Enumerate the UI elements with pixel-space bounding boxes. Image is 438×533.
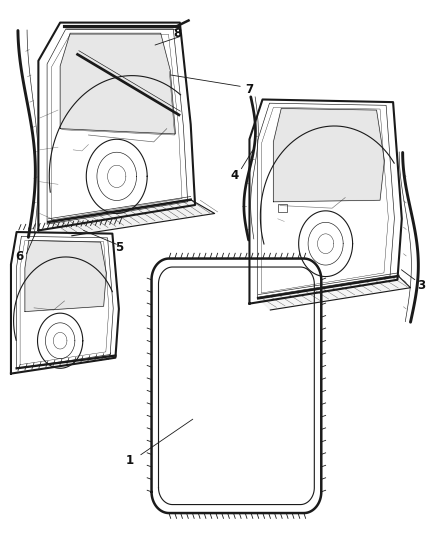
Text: 6: 6 [15, 251, 24, 263]
Text: 5: 5 [115, 241, 123, 254]
Bar [278, 205, 287, 213]
Polygon shape [25, 240, 106, 312]
Polygon shape [60, 33, 176, 134]
Text: 1: 1 [126, 454, 134, 466]
Polygon shape [48, 200, 215, 236]
Polygon shape [258, 276, 410, 310]
Text: 3: 3 [417, 279, 425, 292]
Polygon shape [273, 109, 385, 202]
Text: 8: 8 [173, 27, 182, 39]
Text: 4: 4 [230, 169, 238, 182]
Text: 7: 7 [245, 83, 254, 96]
